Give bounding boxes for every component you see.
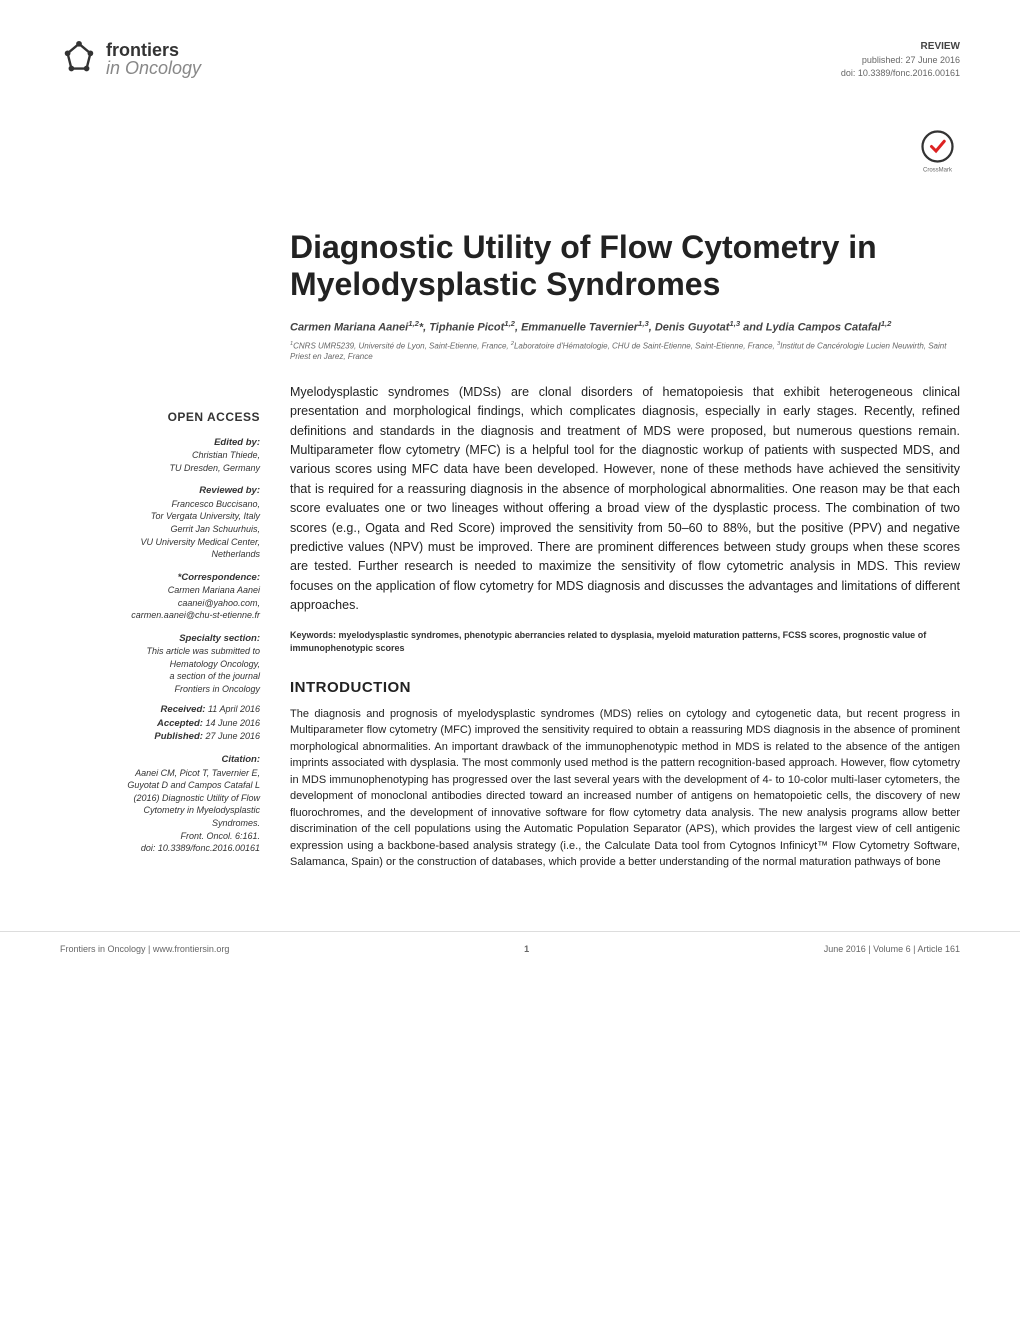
correspondence-text: Carmen Mariana Aanei caanei@yahoo.com, c…: [60, 584, 260, 622]
specialty-text: This article was submitted to Hematology…: [60, 645, 260, 695]
page-footer: Frontiers in Oncology | www.frontiersin.…: [0, 931, 1020, 966]
footer-left[interactable]: Frontiers in Oncology | www.frontiersin.…: [60, 944, 229, 954]
article-affiliations: 1CNRS UMR5239, Université de Lyon, Saint…: [290, 341, 960, 362]
crossmark-icon[interactable]: CrossMark: [915, 130, 960, 175]
article-authors: Carmen Mariana Aanei1,2*, Tiphanie Picot…: [290, 319, 960, 334]
introduction-body: The diagnosis and prognosis of myelodysp…: [290, 706, 960, 871]
introduction-heading: INTRODUCTION: [290, 679, 960, 696]
journal-logo: frontiers in Oncology: [60, 40, 201, 78]
published-date: 27 June 2016: [205, 731, 260, 741]
footer-right: June 2016 | Volume 6 | Article 161: [824, 944, 960, 954]
logo-frontiers-text: frontiers: [106, 41, 201, 59]
accepted-date: 14 June 2016: [205, 718, 260, 728]
frontiers-logo-icon: [60, 40, 98, 78]
received-label: Received:: [161, 704, 206, 715]
svg-text:CrossMark: CrossMark: [923, 167, 953, 173]
open-access-label: OPEN ACCESS: [60, 409, 260, 426]
specialty-label: Specialty section:: [60, 632, 260, 645]
logo-journal-text: in Oncology: [106, 59, 201, 77]
footer-page-number: 1: [524, 944, 529, 954]
citation-label: Citation:: [60, 753, 260, 766]
main-content: Diagnostic Utility of Flow Cytometry in …: [290, 129, 960, 870]
reviewed-by-text: Francesco Buccisano, Tor Vergata Univers…: [60, 498, 260, 561]
edited-by-text: Christian Thiede, TU Dresden, Germany: [60, 449, 260, 474]
page-header: frontiers in Oncology REVIEW published: …: [60, 40, 960, 79]
published-label: Published:: [154, 731, 203, 742]
article-abstract: Myelodysplastic syndromes (MDSs) are clo…: [290, 383, 960, 616]
pub-type: REVIEW: [841, 40, 960, 54]
sidebar: OPEN ACCESS Edited by: Christian Thiede,…: [60, 129, 260, 870]
received-date: 11 April 2016: [208, 704, 260, 714]
publication-info: REVIEW published: 27 June 2016 doi: 10.3…: [841, 40, 960, 79]
article-keywords: Keywords: myelodysplastic syndromes, phe…: [290, 629, 960, 654]
accepted-label: Accepted:: [157, 718, 203, 729]
correspondence-label: *Correspondence:: [60, 571, 260, 584]
pub-doi[interactable]: doi: 10.3389/fonc.2016.00161: [841, 67, 960, 80]
edited-by-label: Edited by:: [60, 436, 260, 449]
pub-date: published: 27 June 2016: [841, 54, 960, 67]
article-title: Diagnostic Utility of Flow Cytometry in …: [290, 229, 960, 303]
reviewed-by-label: Reviewed by:: [60, 484, 260, 497]
citation-text: Aanei CM, Picot T, Tavernier E, Guyotat …: [60, 767, 260, 855]
